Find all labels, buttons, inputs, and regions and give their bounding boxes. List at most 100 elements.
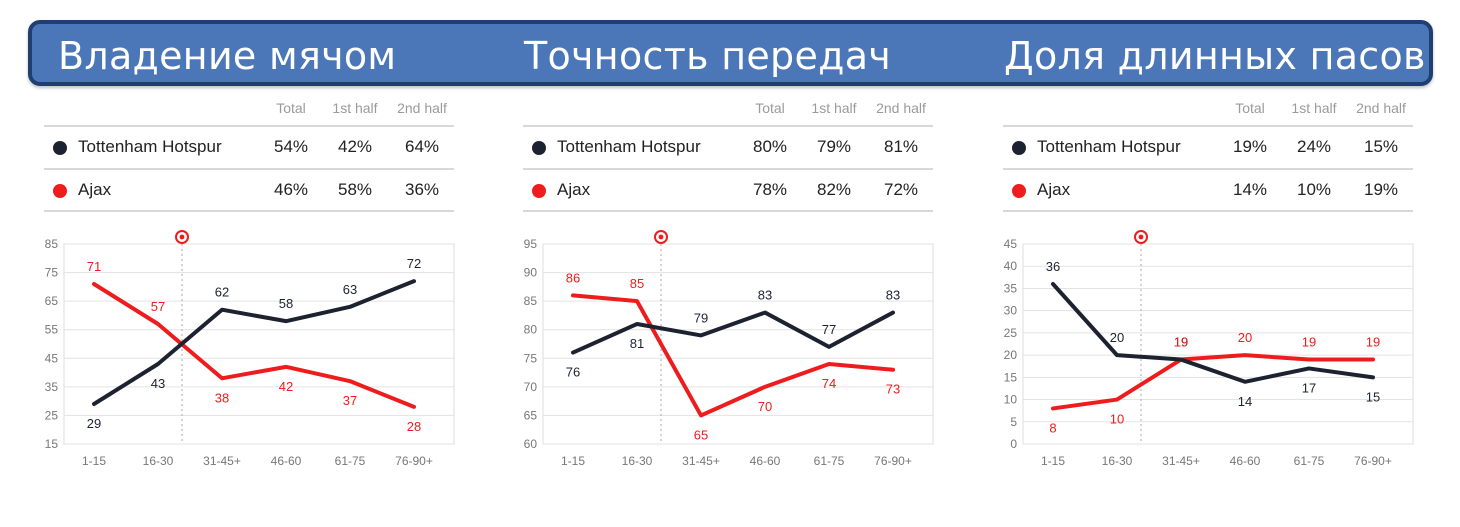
data-label: 38: [215, 390, 229, 405]
header-first-half: 1st half: [1291, 100, 1337, 116]
football-icon: [175, 230, 189, 244]
table-divider: [44, 125, 454, 127]
team-dot: [532, 141, 546, 155]
team-dot: [532, 184, 546, 198]
table-row-tottenham: Tottenham Hotspur 19% 24% 15%: [1003, 127, 1413, 167]
y-tick-label: 70: [524, 380, 538, 394]
y-tick-label: 85: [524, 294, 538, 308]
series-line-ajax: [1051, 353, 1375, 411]
data-label: 83: [758, 288, 772, 303]
y-tick-label: 45: [45, 351, 59, 365]
header-second-half: 2nd half: [1356, 100, 1406, 116]
x-tick-label: 1-15: [82, 454, 106, 468]
team-name: Ajax: [1037, 180, 1071, 199]
y-tick-label: 55: [45, 323, 59, 337]
cell-total: 19%: [1232, 137, 1268, 156]
football-icon-center: [658, 234, 664, 240]
cell-second-half: 19%: [1363, 180, 1399, 199]
data-label: 57: [151, 299, 165, 314]
y-tick-label: 65: [45, 294, 59, 308]
y-tick-label: 80: [524, 323, 538, 337]
y-tick-label: 15: [45, 437, 59, 451]
data-label: 71: [87, 259, 101, 274]
data-label: 28: [407, 419, 421, 434]
table-divider: [523, 168, 933, 170]
football-icon-center: [1138, 234, 1144, 240]
x-tick-label: 16-30: [622, 454, 653, 468]
x-tick-label: 46-60: [1230, 454, 1261, 468]
table-divider: [523, 210, 933, 212]
data-label: 10: [1110, 412, 1124, 427]
data-label: 19: [1302, 335, 1316, 350]
data-label: 37: [343, 393, 357, 408]
x-tick-label: 31-45+: [203, 454, 241, 468]
table-row-ajax: Ajax 78% 82% 72%: [523, 170, 933, 210]
data-label: 20: [1110, 330, 1124, 345]
team-dot: [1012, 141, 1026, 155]
data-label: 65: [694, 427, 708, 442]
cell-first-half: 10%: [1296, 180, 1332, 199]
cell-total: 78%: [752, 180, 788, 199]
x-tick-label: 1-15: [1041, 454, 1065, 468]
data-label: 83: [886, 288, 900, 303]
line-chart-possession: 15 25 35 45 55 65 75 85 1-15 16-30 31-45+ 46-60 61-7…: [45, 230, 455, 468]
table-divider: [523, 125, 933, 127]
data-label: 74: [822, 376, 836, 391]
x-tick-label: 61-75: [1294, 454, 1325, 468]
header-first-half: 1st half: [811, 100, 857, 116]
data-label: 14: [1238, 394, 1252, 409]
plot-frame: [542, 243, 934, 445]
table-divider: [44, 210, 454, 212]
cell-second-half: 36%: [404, 180, 440, 199]
y-tick-label: 5: [1010, 415, 1017, 429]
data-label: 19: [1174, 335, 1188, 350]
series-line-ajax: [571, 293, 895, 418]
table-divider: [44, 168, 454, 170]
x-tick-label: 61-75: [814, 454, 845, 468]
header-second-half: 2nd half: [876, 100, 926, 116]
x-tick-label: 16-30: [1102, 454, 1133, 468]
data-label: 76: [566, 365, 580, 380]
table-row-tottenham: Tottenham Hotspur 54% 42% 64%: [44, 127, 454, 167]
header-total: Total: [1235, 100, 1265, 116]
x-tick-label: 16-30: [143, 454, 174, 468]
header-first-half: 1st half: [332, 100, 378, 116]
series-line-tottenham: [1051, 282, 1375, 384]
x-tick-label: 1-15: [561, 454, 585, 468]
cell-total: 46%: [273, 180, 309, 199]
title-pass-accuracy: Точность передач: [524, 34, 892, 78]
team-name: Ajax: [78, 180, 112, 199]
cell-total: 14%: [1232, 180, 1268, 199]
table-row-ajax: Ajax 14% 10% 19%: [1003, 170, 1413, 210]
data-label: 79: [694, 310, 708, 325]
data-label: 20: [1238, 330, 1252, 345]
y-tick-label: 60: [524, 437, 538, 451]
table-divider: [1003, 125, 1413, 127]
data-label: 73: [886, 382, 900, 397]
cell-first-half: 58%: [337, 180, 373, 199]
x-tick-label: 46-60: [750, 454, 781, 468]
data-label: 85: [630, 276, 644, 291]
football-icon-center: [179, 234, 185, 240]
data-label: 81: [630, 336, 644, 351]
cell-second-half: 81%: [883, 137, 919, 156]
table-row-ajax: Ajax 46% 58% 36%: [44, 170, 454, 210]
x-tick-label: 46-60: [271, 454, 302, 468]
x-tick-label: 31-45+: [1162, 454, 1200, 468]
y-tick-label: 40: [1004, 259, 1018, 273]
y-tick-label: 20: [1004, 348, 1018, 362]
team-dot: [1012, 184, 1026, 198]
data-label: 62: [215, 285, 229, 300]
cell-second-half: 72%: [883, 180, 919, 199]
cell-total: 54%: [273, 137, 309, 156]
header-second-half: 2nd half: [397, 100, 447, 116]
series-line-tottenham: [571, 310, 895, 355]
data-label: 86: [566, 270, 580, 285]
football-icon: [654, 230, 668, 244]
y-tick-label: 35: [1004, 281, 1018, 295]
x-tick-label: 61-75: [335, 454, 366, 468]
team-name: Ajax: [557, 180, 591, 199]
panel-possession: Total 1st half 2nd half Tottenham Hotspu…: [44, 92, 484, 522]
data-label: 15: [1366, 389, 1380, 404]
panel-long-pass-share: Total 1st half 2nd half Tottenham Hotspu…: [1003, 92, 1443, 522]
